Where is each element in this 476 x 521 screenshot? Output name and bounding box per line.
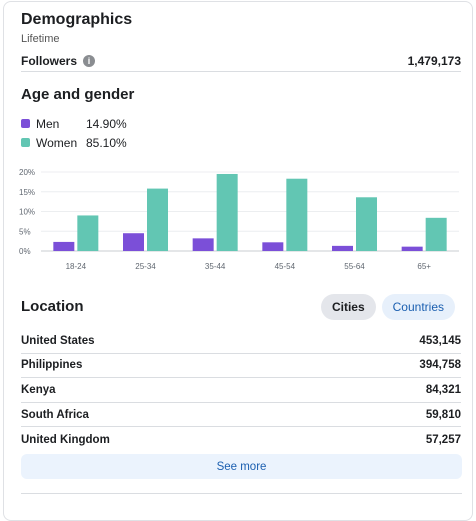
legend-item-men: Men 14.90% — [21, 114, 127, 133]
location-value: 57,257 — [425, 433, 461, 446]
chart-legend: Men 14.90% Women 85.10% — [21, 114, 127, 152]
divider — [21, 493, 462, 494]
legend-value-women: 85.10% — [86, 135, 127, 150]
y-tick-label: 5% — [19, 227, 31, 236]
bar-men-35-44 — [192, 238, 214, 251]
x-tick-label: 45-54 — [275, 262, 296, 271]
x-tick-label: 55-64 — [344, 262, 365, 271]
bar-men-25-34 — [123, 233, 144, 251]
location-value: 84,321 — [425, 383, 461, 396]
info-icon[interactable]: i — [83, 54, 96, 67]
legend-value-men: 14.90% — [86, 116, 127, 131]
y-tick-label: 10% — [19, 208, 35, 217]
page-title: Demographics — [21, 11, 133, 28]
location-name: United States — [21, 334, 95, 347]
tab-countries[interactable]: Countries — [381, 294, 455, 320]
bar-men-18-24 — [53, 241, 75, 251]
location-list: United States 453,145 Philippines 394,75… — [21, 329, 461, 452]
bar-women-18-24 — [77, 215, 99, 251]
x-tick-label: 18-24 — [66, 262, 87, 271]
x-tick-label: 25-34 — [135, 262, 156, 271]
x-tick-label: 65+ — [417, 262, 431, 271]
bar-men-65+ — [401, 246, 423, 251]
y-tick-label: 20% — [19, 168, 35, 177]
tab-cities[interactable]: Cities — [320, 294, 376, 320]
y-tick-label: 0% — [19, 247, 31, 256]
location-value: 453,145 — [419, 334, 461, 347]
followers-label: Followers — [21, 53, 78, 68]
legend-label-men: Men — [36, 116, 60, 131]
legend-swatch-men — [21, 119, 30, 128]
bar-women-45-54 — [286, 178, 308, 251]
location-name: United Kingdom — [21, 433, 110, 446]
list-item: South Africa 59,810 — [21, 403, 461, 428]
list-item: United Kingdom 57,257 — [21, 427, 461, 452]
location-value: 394,758 — [419, 359, 461, 372]
bar-men-55-64 — [332, 245, 353, 251]
x-tick-label: 35-44 — [205, 262, 226, 271]
demographics-card: Demographics Lifetime Followers i 1,479,… — [3, 1, 473, 521]
location-title: Location — [21, 298, 84, 315]
bar-women-25-34 — [147, 188, 168, 251]
list-item: Philippines 394,758 — [21, 354, 461, 379]
legend-label-women: Women — [36, 135, 78, 150]
location-value: 59,810 — [425, 408, 461, 421]
bar-women-35-44 — [216, 173, 238, 251]
age-gender-title: Age and gender — [21, 86, 135, 103]
followers-row: Followers i 1,479,173 — [21, 50, 461, 72]
legend-item-women: Women 85.10% — [21, 133, 127, 152]
location-name: South Africa — [21, 408, 89, 421]
bar-men-45-54 — [262, 242, 284, 251]
location-tabs: Cities Countries — [320, 294, 455, 320]
bar-women-65+ — [425, 217, 447, 251]
list-item: United States 453,145 — [21, 329, 461, 354]
legend-swatch-women — [21, 138, 30, 147]
age-gender-bar-chart: 0% 5% 10% 15% 20% 18-24 25-34 35-44 45-54 55-64 65… — [19, 168, 459, 271]
followers-value: 1,479,173 — [407, 53, 461, 68]
location-name: Kenya — [21, 383, 56, 396]
location-name: Philippines — [21, 359, 83, 372]
see-more-button[interactable]: See more — [21, 454, 462, 479]
y-tick-label: 15% — [19, 188, 35, 197]
bar-women-55-64 — [356, 197, 377, 251]
page-subtitle: Lifetime — [21, 33, 60, 45]
list-item: Kenya 84,321 — [21, 378, 461, 403]
